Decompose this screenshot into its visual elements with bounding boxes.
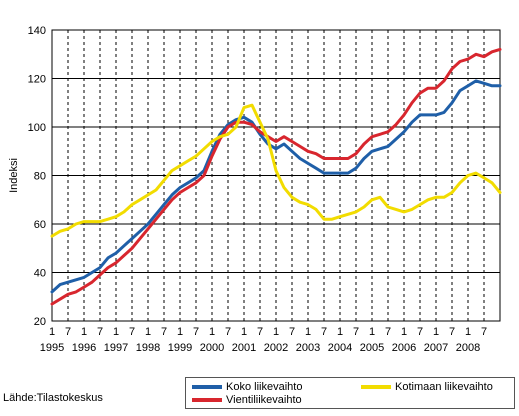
year-label: 1995 (40, 342, 64, 354)
year-label: 2006 (392, 342, 416, 354)
legend-swatch (361, 385, 391, 389)
year-label: 2005 (360, 342, 384, 354)
x-tick-label: 1 (209, 326, 215, 338)
year-label: 2000 (200, 342, 224, 354)
legend-label: Kotimaan liikevaihto (395, 381, 493, 393)
x-tick-label: 7 (417, 326, 423, 338)
x-tick-label: 7 (385, 326, 391, 338)
x-tick-label: 7 (321, 326, 327, 338)
x-tick-label: 1 (401, 326, 407, 338)
x-tick-label: 1 (273, 326, 279, 338)
x-tick-label: 1 (49, 326, 55, 338)
legend-item: Kotimaan liikevaihto (361, 381, 493, 393)
x-tick-label: 1 (81, 326, 87, 338)
plot-border (51, 29, 501, 322)
x-tick-label: 1 (145, 326, 151, 338)
year-label: 2002 (264, 342, 288, 354)
y-tick-label: 120 (28, 74, 46, 86)
x-tick-label: 1 (433, 326, 439, 338)
legend-item: Koko liikevaihto (192, 381, 302, 393)
year-label: 2001 (232, 342, 256, 354)
series-line-1 (50, 79, 502, 294)
year-label: 2004 (328, 342, 352, 354)
x-tick-label: 7 (65, 326, 71, 338)
x-tick-label: 1 (465, 326, 471, 338)
year-label: 1999 (168, 342, 192, 354)
legend-swatch (192, 385, 222, 389)
year-label: 1996 (72, 342, 96, 354)
year-label: 2003 (296, 342, 320, 354)
x-tick-label: 1 (177, 326, 183, 338)
series-line-3 (50, 103, 502, 238)
x-tick-label: 7 (353, 326, 359, 338)
legend: Koko liikevaihto Vientiliikevaihto Kotimaa… (185, 377, 515, 409)
x-tick-label: 1 (369, 326, 375, 338)
legend-item: Vientiliikevaihto (192, 394, 302, 406)
y-axis-title: Indeksi (8, 158, 20, 193)
y-tick-label: 60 (34, 219, 46, 231)
series-line-2 (50, 47, 502, 306)
x-tick-label: 7 (129, 326, 135, 338)
x-tick-label: 7 (449, 326, 455, 338)
legend-label: Vientiliikevaihto (226, 394, 302, 406)
year-label: 2008 (456, 342, 480, 354)
x-tick-label: 1 (337, 326, 343, 338)
x-tick-label: 1 (305, 326, 311, 338)
year-label: 1998 (136, 342, 160, 354)
year-label: 2007 (424, 342, 448, 354)
x-tick-label: 1 (241, 326, 247, 338)
x-tick-label: 7 (289, 326, 295, 338)
x-tick-label: 1 (113, 326, 119, 338)
y-tick-label: 140 (28, 25, 46, 37)
y-tick-label: 100 (28, 122, 46, 134)
source-note: Lähde:Tilastokeskus (3, 392, 103, 404)
year-label: 1997 (104, 342, 128, 354)
x-tick-label: 7 (97, 326, 103, 338)
y-tick-label: 80 (34, 171, 46, 183)
x-tick-label: 7 (161, 326, 167, 338)
legend-swatch (192, 398, 222, 402)
x-tick-label: 7 (193, 326, 199, 338)
x-tick-label: 7 (481, 326, 487, 338)
legend-label: Koko liikevaihto (226, 381, 303, 393)
y-tick-label: 20 (34, 316, 46, 328)
x-tick-label: 7 (225, 326, 231, 338)
x-tick-label: 7 (257, 326, 263, 338)
y-tick-label: 40 (34, 268, 46, 280)
